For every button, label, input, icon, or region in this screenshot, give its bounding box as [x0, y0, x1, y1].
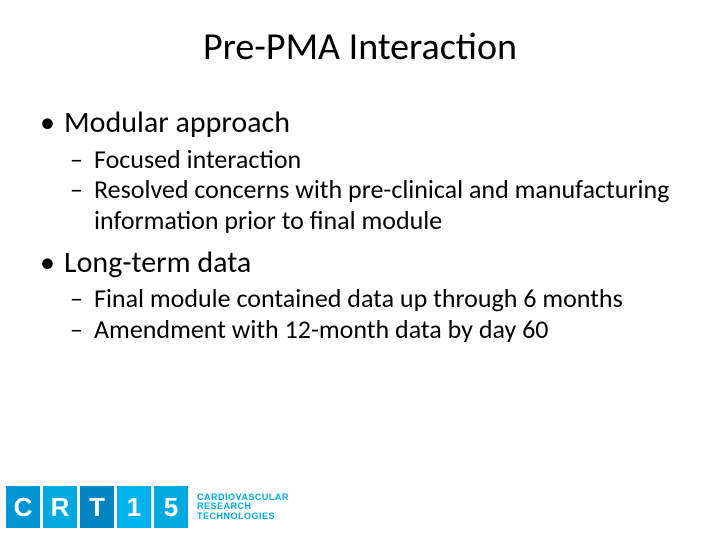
logo-letter: 5 — [164, 492, 178, 523]
bullet-list-level2: Final module contained data up through 6… — [64, 283, 684, 344]
sub-bullet-item: Resolved concerns with pre-clinical and … — [64, 174, 684, 235]
crt15-logo: C R T 1 5 CARDIOVASCULAR RESEARCH TECHNO… — [6, 486, 289, 528]
sub-bullet-text: Amendment with 12-month data by day 60 — [94, 313, 548, 345]
bullet-text: Modular approach — [64, 104, 290, 141]
sub-bullet-text: Focused interaction — [94, 143, 301, 175]
bullet-item: Long-term data Final module contained da… — [36, 244, 684, 345]
logo-box-c: C — [6, 486, 40, 528]
sub-bullet-text: Resolved concerns with pre-clinical and … — [94, 173, 669, 236]
sub-bullet-item: Focused interaction — [64, 144, 684, 175]
bullet-list-level1: Modular approach Focused interaction Res… — [36, 104, 684, 344]
logo-tag-line: TECHNOLOGIES — [197, 512, 289, 521]
slide-title: Pre-PMA Interaction — [0, 24, 720, 70]
sub-bullet-item: Amendment with 12-month data by day 60 — [64, 314, 684, 345]
logo-letter: C — [14, 492, 33, 523]
logo-box-t: T — [80, 486, 114, 528]
logo-letter: T — [89, 492, 105, 523]
bullet-text: Long-term data — [64, 244, 251, 281]
logo-letter: 1 — [127, 492, 141, 523]
logo-box-1: 1 — [117, 486, 151, 528]
sub-bullet-item: Final module contained data up through 6… — [64, 283, 684, 314]
slide: Pre-PMA Interaction Modular approach Foc… — [0, 0, 720, 540]
bullet-list-level2: Focused interaction Resolved concerns wi… — [64, 144, 684, 236]
logo-box-5: 5 — [154, 486, 188, 528]
logo-box-r: R — [43, 486, 77, 528]
logo-tagline: CARDIOVASCULAR RESEARCH TECHNOLOGIES — [197, 486, 289, 528]
bullet-item: Modular approach Focused interaction Res… — [36, 104, 684, 236]
sub-bullet-text: Final module contained data up through 6… — [94, 282, 623, 314]
slide-body: Modular approach Focused interaction Res… — [36, 104, 684, 352]
logo-letter: R — [51, 492, 70, 523]
